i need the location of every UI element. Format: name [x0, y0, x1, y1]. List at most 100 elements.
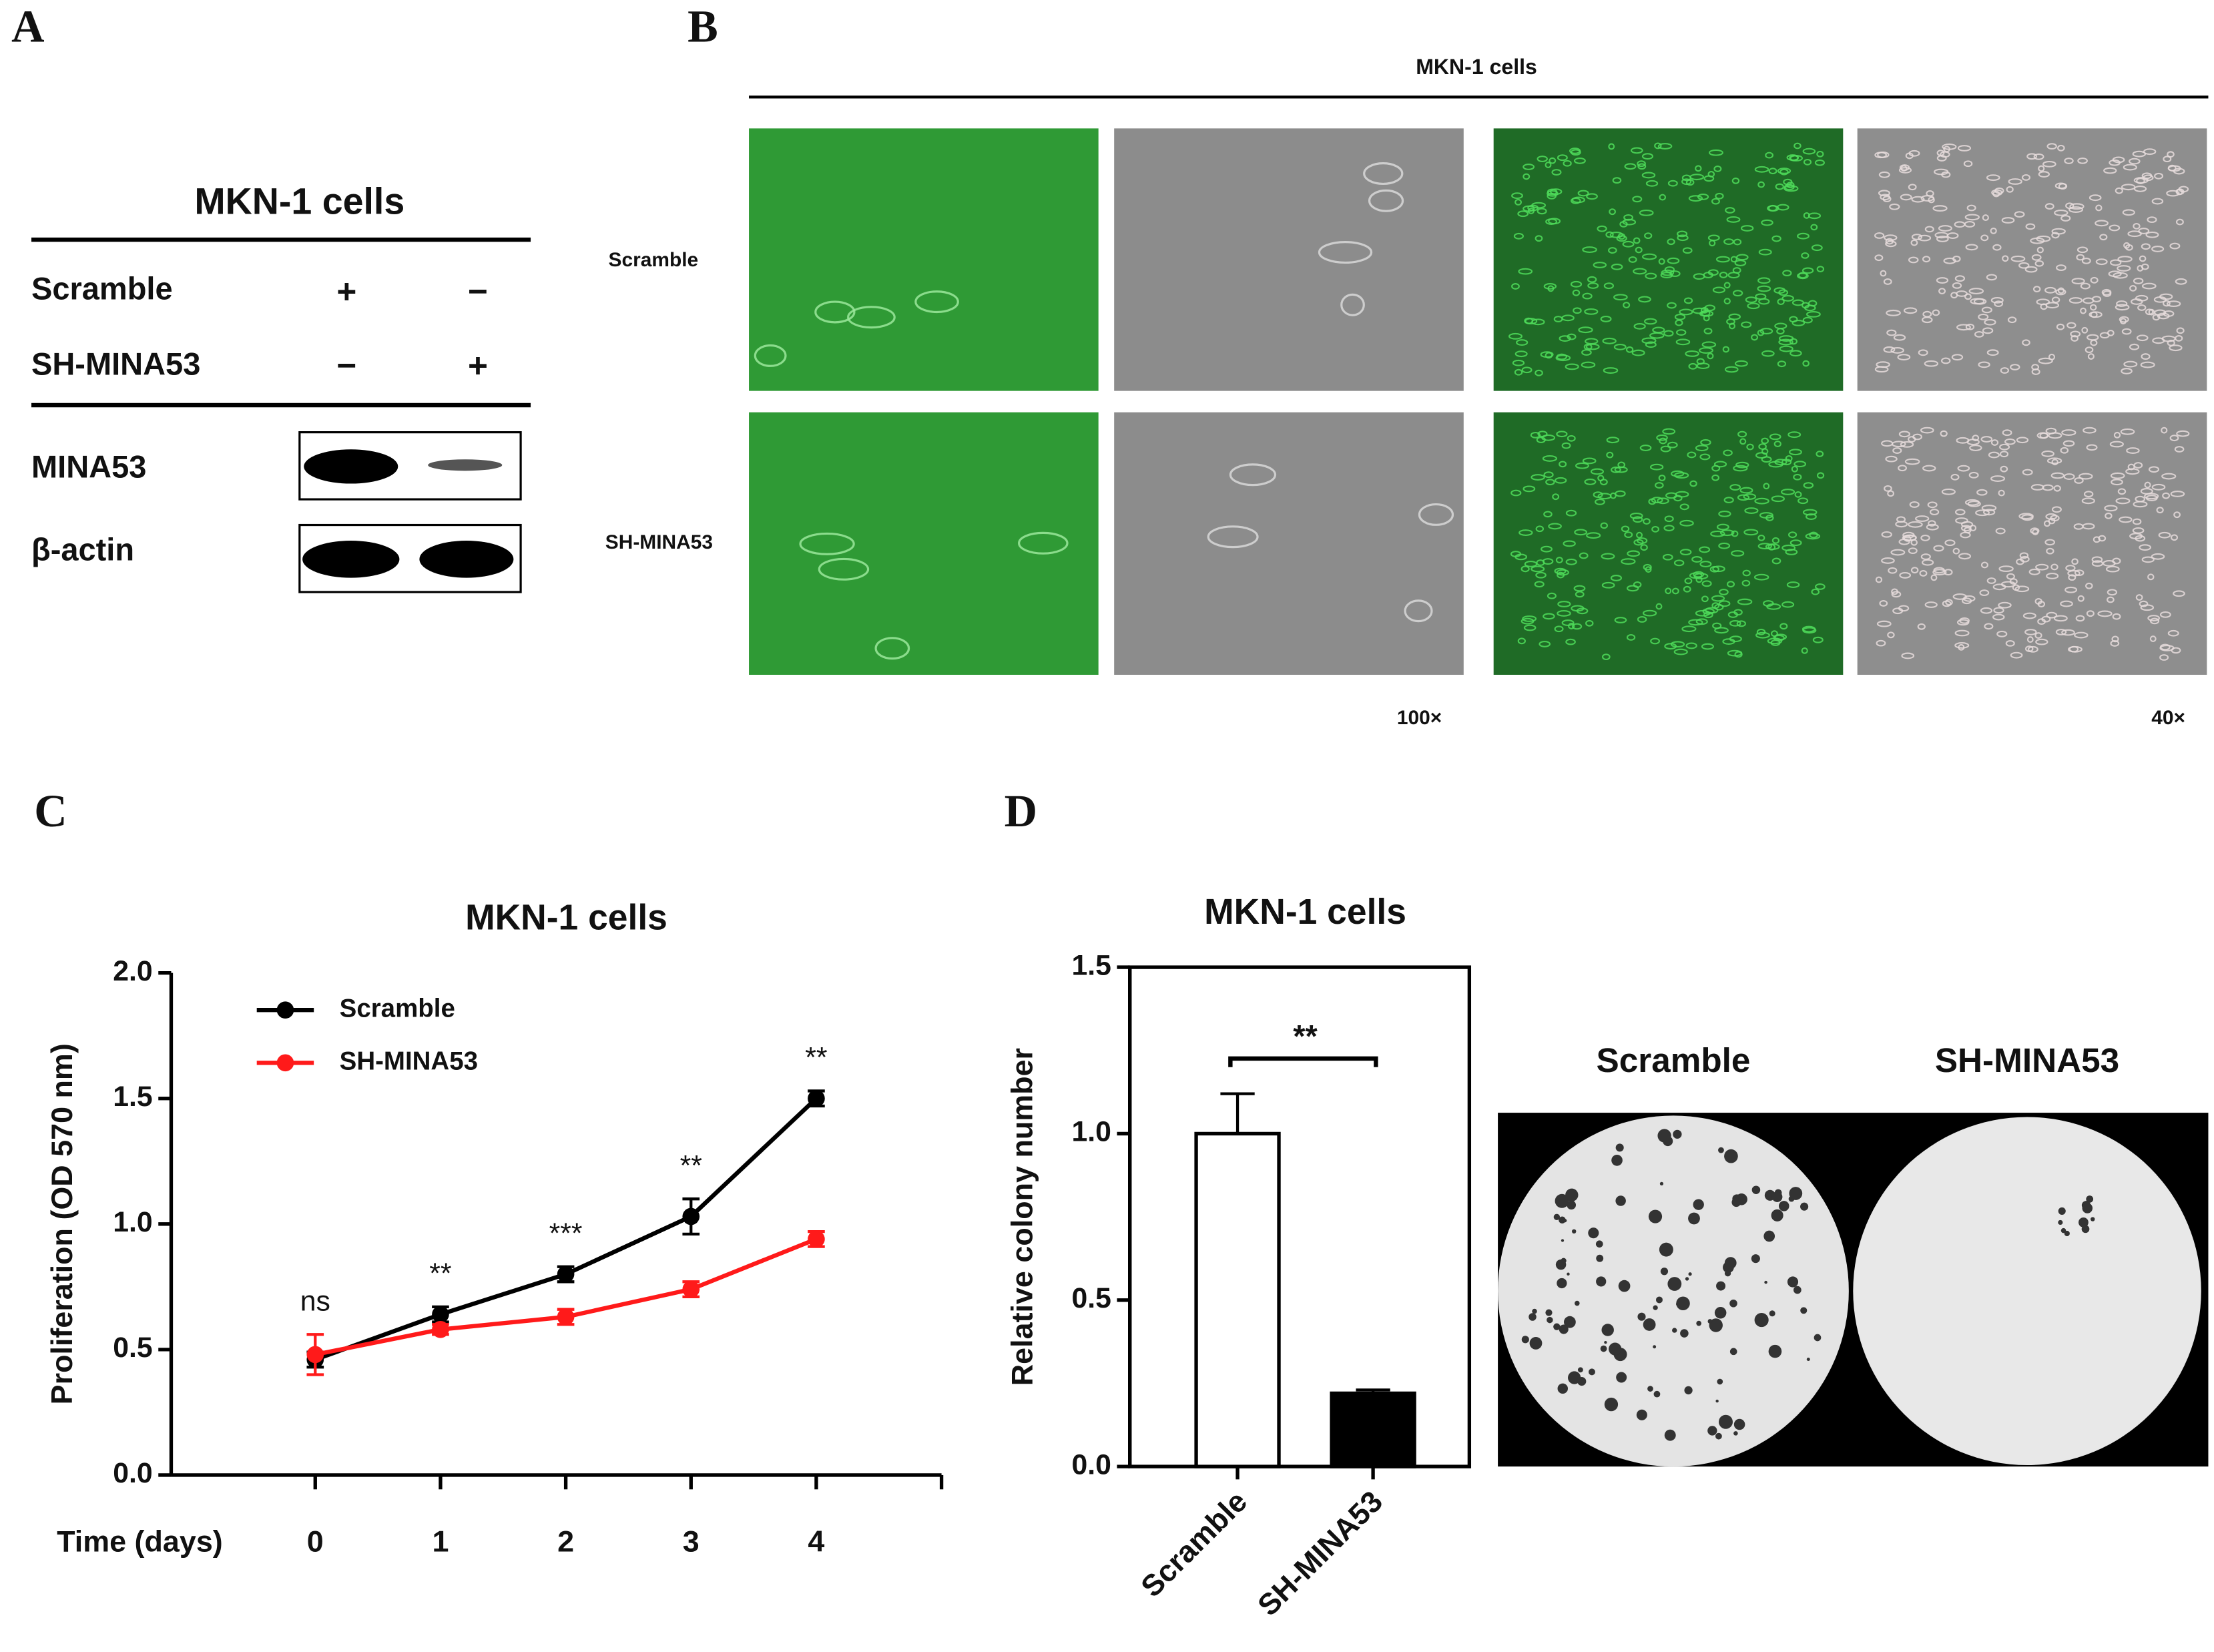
cell	[2159, 643, 2171, 651]
cell	[1758, 298, 1770, 305]
cell	[1954, 642, 1970, 649]
cell	[2148, 308, 2155, 316]
cell	[1685, 642, 1697, 649]
cell	[2135, 535, 2146, 542]
colony	[1718, 1147, 1724, 1153]
cell	[1700, 306, 1709, 314]
colony	[1557, 1383, 1568, 1394]
cell	[754, 344, 787, 367]
cell	[1761, 448, 1769, 455]
cell	[1974, 330, 1984, 338]
cell	[1874, 366, 1889, 373]
cell	[1574, 529, 1587, 536]
cell	[1547, 188, 1558, 196]
cell	[1418, 503, 1454, 526]
cell	[1968, 471, 1979, 479]
cell	[1891, 441, 1906, 448]
cell	[1608, 247, 1617, 254]
colony	[1673, 1129, 1682, 1139]
cell	[1789, 350, 1802, 357]
cell	[2137, 304, 2147, 311]
cell	[1627, 550, 1641, 557]
cell	[1722, 346, 1729, 353]
cell	[1654, 482, 1664, 489]
cell	[1651, 497, 1663, 504]
cell	[1658, 258, 1665, 265]
cell	[2157, 312, 2170, 320]
cell	[1559, 335, 1571, 342]
cell	[1730, 256, 1738, 263]
cell	[1874, 254, 1884, 262]
cell	[1878, 190, 1890, 197]
cell	[2050, 563, 2058, 571]
cell	[1816, 150, 1824, 158]
cell	[1659, 194, 1667, 201]
cell	[2141, 556, 2155, 563]
colony	[2058, 1207, 2066, 1215]
cell	[2032, 529, 2039, 535]
cell	[1535, 235, 1543, 242]
cell	[1699, 347, 1713, 354]
cell	[1963, 160, 1973, 168]
cell	[1909, 501, 1920, 508]
cell	[1901, 652, 1915, 659]
cell	[1778, 338, 1793, 346]
cell	[1603, 367, 1619, 374]
cell	[1941, 488, 1956, 495]
cell	[2074, 631, 2089, 639]
cell	[1812, 636, 1824, 643]
cell	[1699, 453, 1711, 461]
cell	[1649, 463, 1664, 471]
cell	[2006, 573, 2015, 580]
cell	[1582, 457, 1597, 465]
cell	[1659, 437, 1667, 445]
cell	[1876, 620, 1892, 627]
cell	[1816, 472, 1825, 479]
cell	[1675, 319, 1683, 326]
cell	[1874, 232, 1885, 239]
cell	[1734, 360, 1748, 367]
cell	[1778, 289, 1789, 296]
cell	[1743, 493, 1757, 500]
cell	[1557, 610, 1571, 617]
cell	[1954, 509, 1966, 516]
cell	[1714, 627, 1729, 634]
cell	[2132, 518, 2142, 525]
cell	[1548, 523, 1562, 530]
colony	[1588, 1368, 1595, 1376]
cell	[2068, 206, 2084, 213]
cell	[1755, 631, 1770, 639]
cell	[1999, 451, 2009, 458]
cell	[1879, 599, 1888, 607]
cell	[1922, 559, 1934, 566]
cell	[1786, 581, 1800, 588]
cell	[2046, 573, 2059, 579]
cell	[1960, 531, 1971, 539]
cell	[2035, 638, 2048, 645]
cell	[2053, 485, 2061, 492]
cell	[1547, 192, 1557, 200]
cell	[1543, 283, 1557, 290]
cell	[2115, 497, 2131, 505]
cell	[1679, 519, 1694, 527]
cell	[2152, 314, 2161, 321]
cell	[2144, 481, 2151, 489]
colony	[2064, 1230, 2070, 1237]
cell	[1781, 459, 1792, 466]
cell	[2169, 435, 2179, 442]
cell	[1723, 298, 1731, 305]
cell	[1739, 438, 1747, 445]
y-axis-label: Relative colony number	[1005, 1048, 1039, 1386]
micrograph	[1114, 412, 1464, 675]
cell	[1547, 190, 1559, 197]
point	[306, 1346, 324, 1364]
cell	[1729, 619, 1741, 627]
cell	[2034, 260, 2044, 267]
micrograph	[749, 128, 1099, 391]
cell	[1605, 231, 1614, 238]
cell	[1609, 231, 1623, 238]
cell	[1779, 168, 1789, 176]
cell	[1655, 603, 1663, 610]
cell	[1563, 540, 1576, 547]
cell	[2044, 286, 2056, 294]
